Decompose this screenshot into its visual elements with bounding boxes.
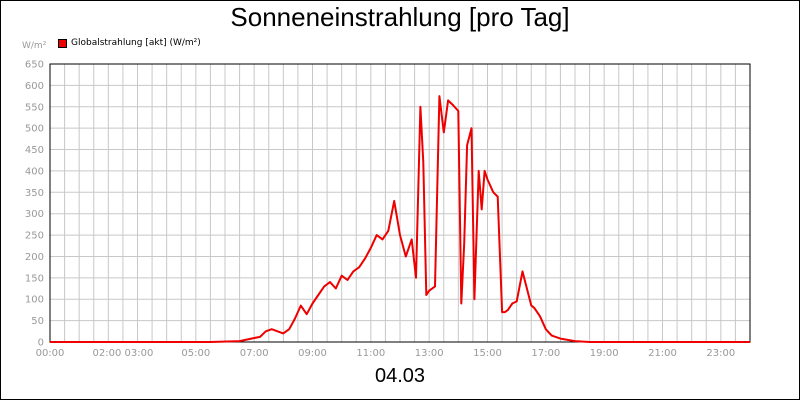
y-tick-label: 250 <box>25 231 44 242</box>
date-label: 04.03 <box>374 365 426 387</box>
x-tick-label: 09:00 <box>298 348 327 359</box>
y-tick-label: 500 <box>25 124 44 135</box>
y-tick-label: 100 <box>25 295 44 306</box>
chart-title: Sonneneinstrahlung [pro Tag] <box>230 2 570 32</box>
legend: Globalstrahlung [akt] (W/m²) <box>58 38 201 48</box>
x-tick-label: 15:00 <box>473 348 502 359</box>
x-tick-label: 21:00 <box>648 348 677 359</box>
legend-label: Globalstrahlung [akt] (W/m²) <box>71 38 201 48</box>
x-tick-label: 13:00 <box>415 348 444 359</box>
plot-area-border <box>49 63 751 343</box>
y-axis-unit-label: W/m² <box>22 41 47 51</box>
series-line <box>50 95 750 343</box>
y-tick-label: 550 <box>25 102 44 113</box>
x-tick-label: 19:00 <box>590 348 619 359</box>
x-tick-label: 02:00 03:00 <box>93 348 154 359</box>
y-tick-label: 300 <box>25 209 44 220</box>
x-tick-label: 05:00 <box>181 348 210 359</box>
x-tick-label: 07:00 <box>240 348 269 359</box>
y-tick-label: 200 <box>25 252 44 263</box>
x-tick-label: 00:00 <box>36 348 65 359</box>
y-tick-label: 450 <box>25 145 44 156</box>
y-tick-label: 0 <box>38 338 44 349</box>
y-tick-label: 150 <box>25 273 44 284</box>
x-tick-label: 11:00 <box>356 348 385 359</box>
y-tick-label: 400 <box>25 166 44 177</box>
y-tick-label: 600 <box>25 81 44 92</box>
y-tick-label: 50 <box>31 316 44 327</box>
x-tick-label: 23:00 <box>706 348 735 359</box>
y-tick-label: 650 <box>25 60 44 71</box>
x-tick-label: 17:00 <box>531 348 560 359</box>
legend-swatch <box>58 38 67 48</box>
y-tick-label: 350 <box>25 188 44 199</box>
